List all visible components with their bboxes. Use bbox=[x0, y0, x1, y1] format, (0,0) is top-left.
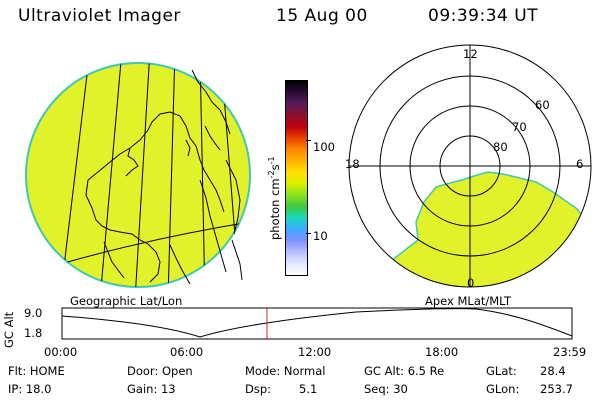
colorbar-unit-label: photon cm-2s-1 bbox=[267, 156, 282, 240]
altitude-curve bbox=[61, 308, 573, 338]
lat-label-70: 70 bbox=[512, 120, 527, 134]
colorbar-tick-10 bbox=[306, 233, 311, 234]
colorbar-tick-100 bbox=[306, 140, 311, 141]
colorbar bbox=[285, 80, 308, 276]
status-flight: Flt: HOME bbox=[8, 364, 65, 378]
geographic-image bbox=[25, 62, 251, 288]
status-dsp-label: Dsp: bbox=[245, 382, 272, 396]
polar-grid bbox=[348, 44, 592, 288]
altitude-ylabel: GC Alt bbox=[2, 311, 16, 348]
apex-panel-label: Apex MLat/MLT bbox=[425, 294, 512, 308]
status-sequence: Seq: 30 bbox=[364, 382, 408, 396]
lat-label-60: 60 bbox=[535, 98, 550, 112]
geographic-panel-label: Geographic Lat/Lon bbox=[70, 294, 183, 308]
status-glon-value: 253.7 bbox=[540, 382, 573, 396]
status-gc-altitude: GC Alt: 6.5 Re bbox=[364, 364, 445, 378]
lat-label-80: 80 bbox=[493, 140, 508, 154]
time-label: 09:39:34 UT bbox=[428, 6, 539, 26]
polar-plot bbox=[348, 44, 592, 288]
colorbar-tick-label-10: 10 bbox=[313, 229, 328, 243]
altitude-plot bbox=[61, 307, 573, 340]
altitude-xtick-1800: 18:00 bbox=[425, 345, 459, 359]
status-mode: Mode: Normal bbox=[245, 364, 326, 378]
mlt-label-0: 0 bbox=[467, 276, 475, 290]
altitude-xtick-2359: 23:59 bbox=[553, 345, 587, 359]
altitude-ytick-max: 9.0 bbox=[24, 306, 43, 320]
altitude-xtick-1200: 12:00 bbox=[298, 345, 332, 359]
mlt-label-18: 18 bbox=[345, 157, 360, 171]
altitude-ytick-min: 1.8 bbox=[24, 326, 43, 340]
altitude-xtick-0600: 06:00 bbox=[170, 345, 204, 359]
instrument-title: Ultraviolet Imager bbox=[18, 6, 181, 26]
date-label: 15 Aug 00 bbox=[276, 6, 368, 26]
polar-aurora-fill bbox=[349, 171, 589, 287]
status-glon-label: GLon: bbox=[486, 382, 520, 396]
colorbar-tick-label-100: 100 bbox=[313, 140, 335, 154]
status-gain: Gain: 13 bbox=[127, 382, 176, 396]
altitude-frame bbox=[61, 307, 573, 340]
status-ip: IP: 18.0 bbox=[8, 382, 52, 396]
altitude-xtick-0000: 00:00 bbox=[44, 345, 78, 359]
status-glat-value: 28.4 bbox=[540, 364, 566, 378]
mlt-label-12: 12 bbox=[463, 47, 478, 61]
coastlines bbox=[85, 69, 243, 285]
status-glat-label: GLat: bbox=[486, 364, 517, 378]
status-door: Door: Open bbox=[127, 364, 193, 378]
status-dsp-value: 5.1 bbox=[299, 382, 318, 396]
mlt-label-6: 6 bbox=[576, 157, 584, 171]
